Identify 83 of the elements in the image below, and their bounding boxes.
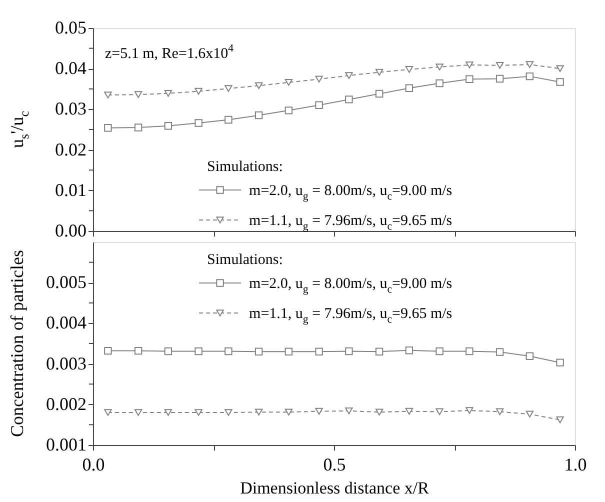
point (466, 62, 474, 68)
point (224, 116, 232, 124)
point (224, 85, 232, 92)
point (375, 68, 384, 76)
point (254, 348, 263, 356)
point (194, 347, 202, 356)
point (164, 122, 172, 130)
y-tick-label: 0.005 (46, 272, 86, 292)
point (436, 64, 444, 70)
point (405, 408, 414, 415)
point (496, 74, 504, 83)
point (405, 346, 414, 354)
point (254, 82, 263, 90)
y-tick-label: 0.03 (55, 98, 86, 119)
point (496, 408, 504, 416)
point (556, 416, 564, 424)
point (104, 409, 112, 416)
point (164, 347, 172, 356)
y-tick-label: 0.003 (46, 353, 86, 374)
y-tick-label: 0.004 (46, 312, 86, 333)
point (134, 124, 142, 132)
point (104, 346, 112, 355)
point (104, 92, 112, 98)
point (436, 408, 444, 416)
y-tick-label: 0.01 (55, 180, 86, 200)
point (134, 409, 142, 416)
y-axis-title: us'/uc (7, 110, 32, 148)
point (284, 408, 293, 416)
point (526, 72, 534, 80)
legend-title: Simulations: (207, 159, 283, 175)
point (224, 347, 232, 356)
y-tick-label: 0.00 (55, 220, 86, 240)
point (194, 88, 202, 95)
x-tick-label: 0.0 (82, 454, 105, 474)
point (345, 96, 353, 104)
point (254, 408, 263, 416)
point (556, 78, 564, 86)
point (315, 76, 323, 83)
point (496, 348, 504, 356)
point (315, 408, 323, 415)
y-tick-label: 0.05 (55, 18, 86, 38)
x-tick-label: 0.5 (323, 454, 346, 474)
point (436, 79, 444, 88)
point (134, 91, 142, 98)
x-tick-label: 1.0 (564, 454, 587, 474)
point (134, 346, 142, 355)
point (345, 72, 353, 79)
y-tick-label: 0.02 (55, 139, 86, 160)
point (556, 65, 564, 72)
point (345, 407, 353, 414)
point (224, 409, 232, 416)
point (164, 90, 172, 97)
y-axis-title: Concentration of particles (7, 250, 27, 437)
point (104, 124, 112, 132)
point (526, 61, 534, 68)
point (284, 106, 293, 114)
point (496, 62, 504, 69)
legend-title: Simulations: (207, 252, 283, 268)
y-tick-label: 0.001 (46, 434, 86, 454)
point (194, 409, 202, 416)
point (526, 410, 534, 418)
point (466, 75, 474, 84)
point (194, 119, 202, 127)
point (526, 352, 534, 360)
y-tick-label: 0.002 (46, 394, 86, 414)
point (405, 66, 414, 73)
point (405, 84, 414, 92)
point (466, 407, 474, 414)
point (315, 348, 323, 356)
x-axis-title: Dimensionless distance x/R (240, 478, 430, 498)
point (375, 348, 384, 356)
point (436, 347, 444, 356)
point (375, 90, 384, 98)
point (164, 409, 172, 416)
point (254, 111, 263, 120)
point (315, 101, 323, 109)
point (284, 79, 293, 86)
point (466, 347, 474, 356)
point (375, 408, 384, 416)
point (345, 347, 353, 356)
y-tick-label: 0.04 (55, 58, 86, 78)
point (556, 358, 564, 366)
point (284, 348, 293, 356)
